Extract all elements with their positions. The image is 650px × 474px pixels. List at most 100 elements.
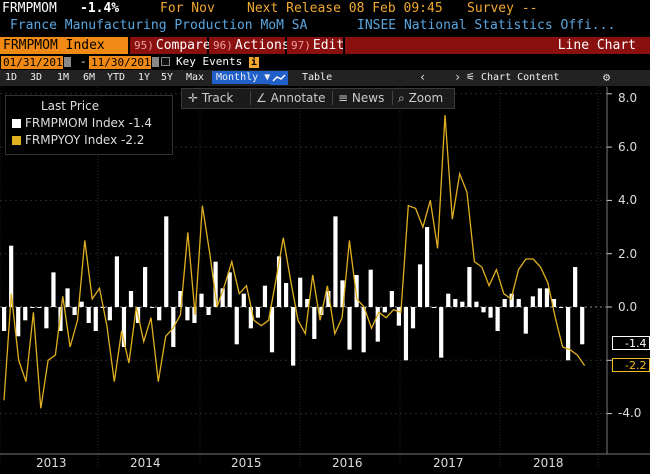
key-events-label[interactable]: Key Events i — [176, 55, 259, 68]
chart-plot[interactable] — [0, 87, 650, 474]
annotate-tool[interactable]: ∠ Annotate — [256, 91, 326, 105]
mom-bar — [255, 307, 260, 318]
end-date-input[interactable]: 11/30/2018 — [89, 56, 158, 69]
legend-label-mom: FRMPMOM Index -1.4 — [25, 116, 153, 130]
period-3d[interactable]: 3D — [30, 72, 43, 83]
period-1y[interactable]: 1Y — [138, 72, 151, 83]
mom-bar — [558, 307, 564, 308]
period-ytd[interactable]: YTD — [107, 72, 126, 83]
mom-bar — [44, 307, 49, 329]
y-tick-label: 6.0 — [618, 140, 638, 154]
x-tick-label: 2015 — [231, 456, 262, 470]
yoy-series-line — [3, 115, 586, 409]
compare-shortcut: 95) — [134, 39, 154, 52]
edit-label: Edit — [312, 38, 345, 53]
x-tick-label: 2013 — [36, 456, 67, 470]
chart-content-menu[interactable]: ⚟ Chart Content — [466, 72, 559, 83]
info-icon[interactable]: i — [248, 57, 259, 68]
mom-bar — [580, 307, 585, 345]
mom-bar — [432, 307, 437, 308]
news-icon: ≡ — [338, 91, 349, 105]
start-date-input[interactable]: 01/31/2013 — [1, 56, 70, 69]
mom-bar — [509, 293, 514, 307]
mom-bar — [234, 307, 239, 345]
calendar-icon[interactable] — [152, 57, 159, 67]
actions-button[interactable]: 96)Actions▼ — [209, 37, 299, 54]
y-tick-label: 8.0 — [618, 91, 638, 105]
mom-bar — [185, 307, 190, 321]
mom-bar — [551, 299, 557, 307]
mom-bar — [23, 307, 28, 321]
mom-bar — [544, 288, 550, 307]
mom-bar — [206, 307, 211, 315]
mom-bar — [16, 307, 21, 337]
date-separator: - — [80, 55, 87, 68]
mom-bar — [241, 293, 246, 307]
mom-bar — [516, 299, 521, 307]
data-source: INSEE National Statistics Offi... — [357, 18, 616, 33]
period-1m[interactable]: 1M — [57, 72, 70, 83]
compare-button[interactable]: 95) Compare — [130, 37, 211, 54]
mom-bar — [439, 307, 444, 358]
change-value: -1.4% — [80, 1, 120, 16]
period-max[interactable]: Max — [186, 72, 205, 83]
legend-swatch-yellow — [12, 136, 21, 145]
calendar-icon[interactable] — [64, 57, 71, 67]
chart-type-bar[interactable]: Line Chart — [345, 37, 650, 54]
toolbar-divider — [250, 91, 251, 105]
period-1d[interactable]: 1D — [5, 72, 18, 83]
header-bar: FRMPMOM -1.4% For Nov Next Release 08 Fe… — [0, 0, 650, 17]
chart-axis — [0, 87, 650, 455]
zoom-icon: ⌕ — [398, 91, 405, 105]
line-chart-icon[interactable] — [270, 71, 288, 85]
x-tick-label: 2016 — [332, 456, 363, 470]
mom-bar — [30, 307, 35, 308]
security-field[interactable]: FRMPMOM Index — [0, 37, 128, 54]
chevron-left-icon[interactable]: ‹ — [419, 70, 427, 84]
chevron-right-icon[interactable]: › — [454, 70, 462, 84]
mom-bar — [354, 275, 359, 307]
news-tool[interactable]: ≡ News — [338, 91, 384, 105]
zoom-tool[interactable]: ⌕ Zoom — [398, 91, 443, 106]
mom-bar — [284, 283, 289, 307]
mom-bar — [79, 301, 84, 307]
mom-bar — [467, 267, 472, 307]
legend-label-yoy: FRMPYOY Index -2.2 — [25, 133, 145, 147]
mom-bar — [93, 307, 98, 331]
legend-item-yoy: FRMPYOY Index -2.2 — [12, 133, 144, 147]
key-events-checkbox[interactable] — [161, 57, 170, 66]
mom-bar — [319, 307, 324, 315]
period-6m[interactable]: 6M — [83, 72, 96, 83]
table-tab[interactable]: Table — [302, 72, 333, 83]
mom-bar — [178, 291, 183, 307]
mom-bar — [460, 301, 465, 307]
mom-bar — [248, 307, 253, 329]
toolbar-divider — [332, 91, 333, 105]
chevron-down-icon: ▼ — [264, 72, 271, 83]
gear-icon[interactable]: ⚙ — [603, 70, 611, 84]
mom-bar — [347, 307, 352, 350]
mom-bar — [446, 293, 451, 307]
x-tick-label: 2014 — [130, 456, 161, 470]
track-tool[interactable]: ✛ Track — [188, 91, 233, 105]
legend-swatch-white — [12, 119, 21, 128]
mom-bar — [495, 307, 500, 331]
mom-bar — [51, 272, 56, 307]
legend-item-mom: FRMPMOM Index -1.4 — [12, 116, 152, 130]
command-bar: FRMPMOM Index 95)Compare 96)Actions▼ 97)… — [0, 36, 650, 55]
mom-bar — [65, 288, 70, 307]
frequency-select[interactable]: Monthly ▼ — [212, 71, 275, 84]
mom-bar — [566, 307, 571, 361]
mom-bar — [340, 280, 345, 307]
mom-bar — [291, 307, 296, 366]
mom-bar — [157, 307, 162, 321]
line-chart-glyph — [272, 74, 286, 82]
y-tick-label: -4.0 — [618, 406, 642, 420]
chart-settings-icon: ⚟ — [466, 72, 475, 83]
toolbar-divider — [392, 91, 393, 105]
annotate-label: Annotate — [270, 91, 326, 105]
mom-bar — [220, 288, 225, 307]
edit-button[interactable]: 97)Edit▼ — [287, 37, 354, 54]
y-tick-label: 2.0 — [618, 247, 638, 261]
period-5y[interactable]: 5Y — [161, 72, 174, 83]
